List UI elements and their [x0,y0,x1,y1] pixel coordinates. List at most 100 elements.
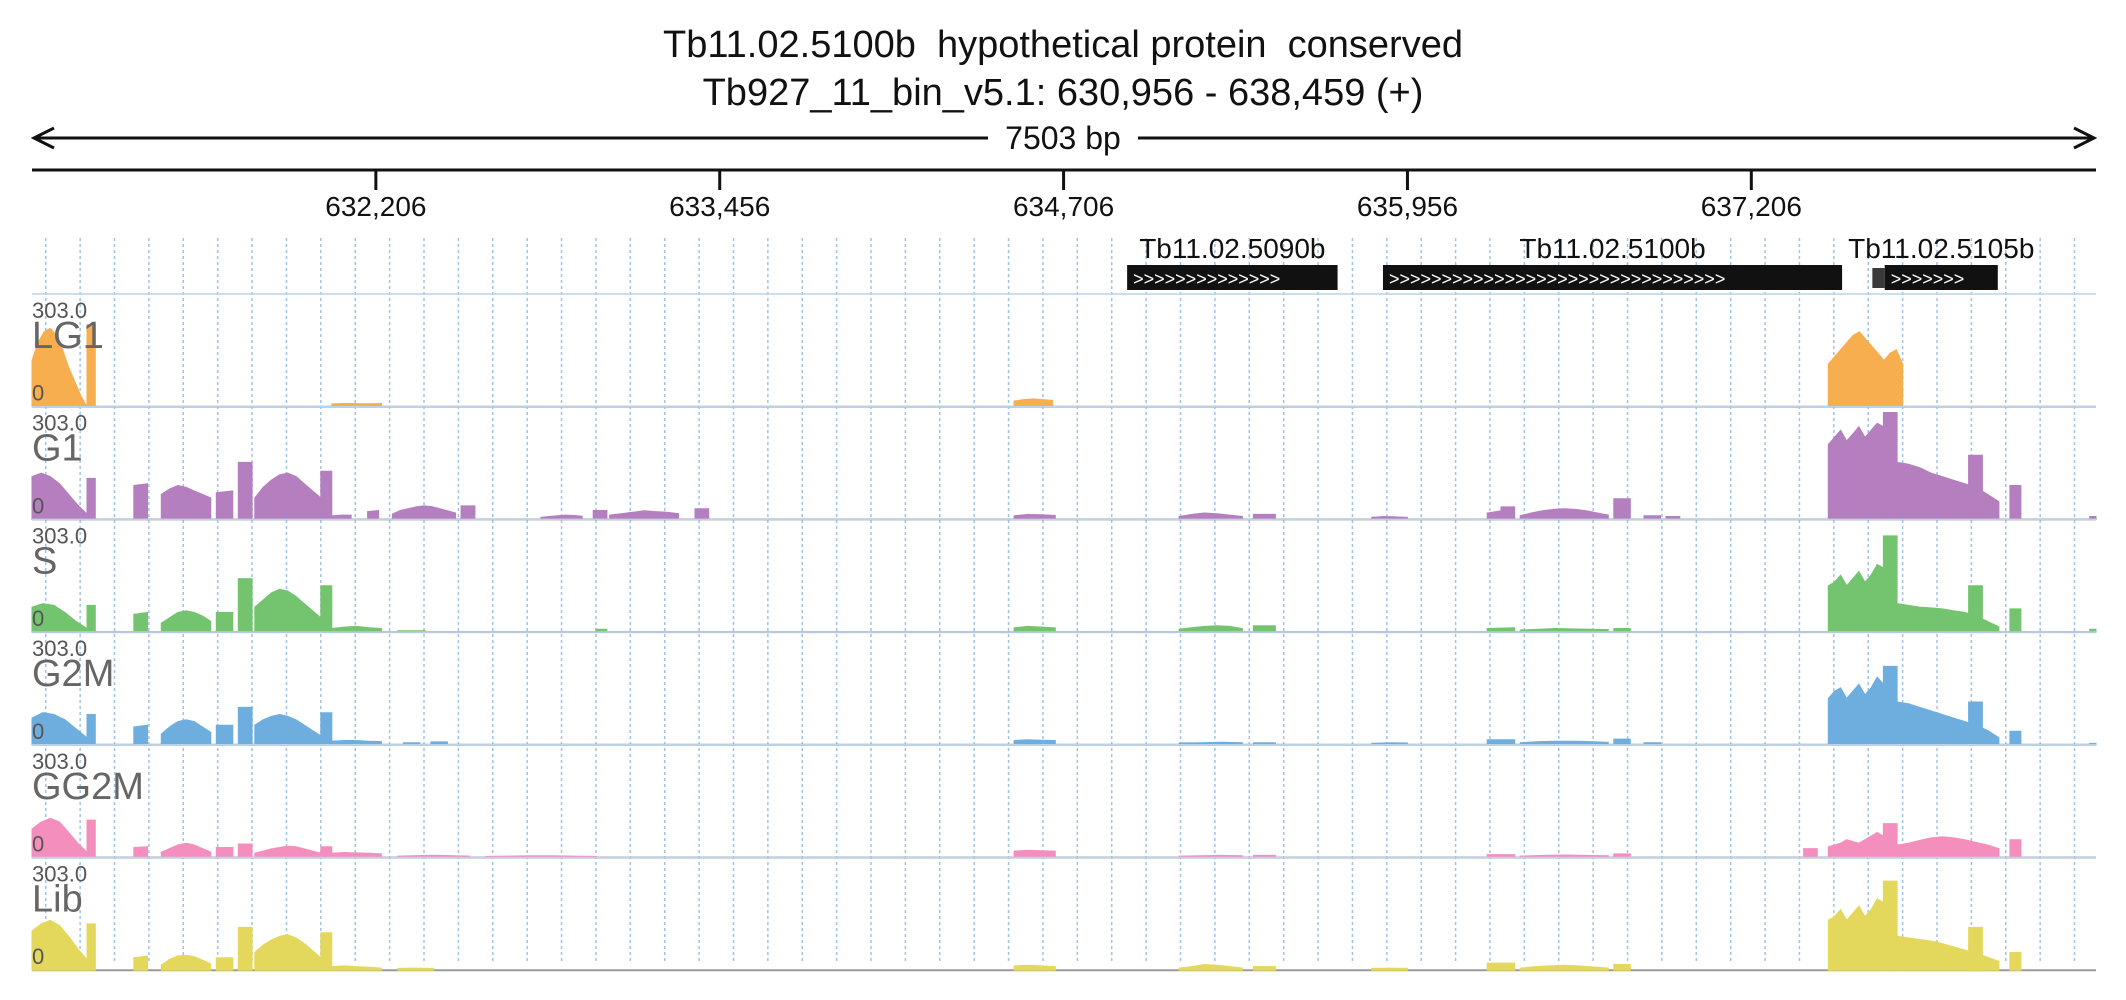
gene-utr [1872,268,1885,288]
coverage-area [133,955,148,971]
coverage-area [1613,964,1631,971]
coverage-area [1882,665,1898,746]
gene-strand-chevrons: >>>>>>> [1891,269,1965,289]
coverage-area [1827,563,1884,633]
coverage-area [254,588,322,633]
coverage-area [1968,926,1983,971]
coverage-area [254,845,322,858]
coverage-area [31,327,88,408]
x-axis-tick-label: 634,706 [1013,191,1114,222]
coverage-area [215,490,234,520]
y-max-label: 303.0 [32,862,87,887]
gene-box [1382,265,1843,290]
y-min-label: 0 [32,381,44,406]
coverage-area [331,625,382,633]
coverage-area [1882,412,1898,520]
coverage-area [133,846,148,858]
coverage-area [2009,485,2022,520]
track-label: G1 [32,428,83,470]
coverage-area [1968,701,1983,746]
coverage-area [1968,585,1983,633]
coverage-area [237,461,253,520]
coverage-area [1486,962,1516,971]
span-arrow-left [30,126,55,150]
x-axis-tick-label: 637,206 [1701,191,1802,222]
coverage-area [1252,625,1276,633]
coverage-area [160,484,212,520]
coverage-area [254,472,322,520]
coverage-area [1968,454,1983,520]
coverage-area [1827,898,1884,971]
coverage-area [215,847,234,858]
coverage-area [215,612,234,633]
coverage-area [460,505,476,520]
y-max-label: 303.0 [32,636,87,661]
track-label: LG1 [32,315,104,357]
coverage-area [1882,535,1898,633]
coverage-area [1178,963,1243,971]
gene-label: Tb11.02.5100b [1519,233,1705,264]
track-label: GG2M [32,766,144,808]
coverage-area [367,509,380,520]
coverage-area [1896,603,2000,633]
coverage-area [237,926,253,971]
coverage-area [215,957,234,971]
coverage-area [86,819,96,858]
y-min-label: 0 [32,719,44,744]
coverage-area [1882,823,1898,858]
coverage-area [237,843,253,858]
coverage-area [1827,831,1884,858]
coverage-area [2009,730,2022,746]
y-max-label: 303.0 [32,749,87,774]
x-axis-tick-label: 632,206 [325,191,426,222]
y-min-label: 0 [32,493,44,518]
coverage-area [1882,880,1898,971]
coverage-area [254,934,322,971]
coverage-area [1896,935,2000,971]
coverage-area [320,846,333,858]
coverage-area [320,585,333,633]
coverage-area [320,470,333,520]
coverage-area [540,514,583,520]
track-label: Lib [32,879,83,921]
coverage-area [1371,967,1408,971]
coverage-area [397,967,435,971]
coverage-area [1519,627,1609,633]
y-min-label: 0 [32,944,44,969]
coverage-area [1486,510,1502,520]
coverage-area [160,719,212,746]
coverage-area [1803,848,1818,858]
coverage-area [1519,508,1609,520]
coverage-area [2009,839,2022,858]
coverage-area [160,954,212,971]
coverage-area [331,965,382,971]
coverage-area [1178,625,1243,633]
gene-label: Tb11.02.5090b [1139,233,1325,264]
track-label: G2M [32,653,114,695]
y-max-label: 303.0 [32,523,87,548]
coverage-area [237,706,253,746]
coverage-area [320,712,333,746]
coverage-area [1896,836,2000,858]
coverage-area [86,477,96,520]
gene-strand-chevrons: >>>>>>>>>>>>>>>>>>>>>>>>>>>>>>>> [1389,269,1725,289]
coverage-area [1896,701,2000,746]
coverage-area [1896,461,2000,520]
y-min-label: 0 [32,606,44,631]
coverage-area [133,483,148,520]
x-axis-tick-label: 633,456 [669,191,770,222]
coverage-area [331,402,382,408]
coverage-area [1013,398,1054,408]
coverage-area [1613,738,1631,746]
y-max-label: 303.0 [32,411,87,436]
coverage-area [160,842,212,858]
coverage-area [694,508,710,520]
coverage-area [592,510,608,520]
coverage-area [2009,951,2022,971]
coverage-area [1827,422,1884,520]
gene-box [1127,265,1338,290]
coverage-area [86,604,96,633]
coverage-area [1827,676,1884,746]
